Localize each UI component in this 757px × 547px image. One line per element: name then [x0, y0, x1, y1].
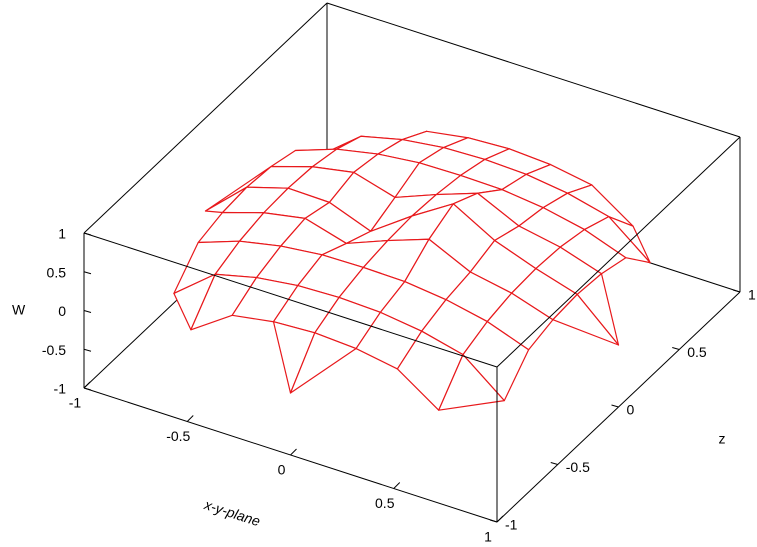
- z-tick-label: 1: [748, 287, 756, 303]
- surface-cell: [438, 354, 505, 411]
- y-tick-label: 0.5: [47, 264, 67, 280]
- box-edge: [83, 232, 498, 368]
- y-tick-label: -0.5: [42, 342, 66, 358]
- z-tick-label: -0.5: [566, 459, 590, 475]
- x-tick-label: 1: [484, 529, 492, 545]
- z-tick-label: 0: [627, 402, 635, 418]
- surface-cell: [289, 332, 357, 394]
- y-tick: [83, 232, 92, 236]
- y-tick-label: -1: [54, 381, 67, 397]
- z-tick: [611, 404, 619, 408]
- box-edge: [83, 2, 328, 234]
- y-tick-label: 1: [58, 226, 66, 242]
- y-tick-label: 0: [58, 303, 66, 319]
- box-edge: [496, 136, 741, 368]
- y-tick: [83, 310, 92, 313]
- z-tick-label: -1: [505, 517, 518, 533]
- y-tick: [83, 387, 92, 391]
- x-tick-label: -0.5: [166, 428, 190, 444]
- y-axis-label: W: [12, 302, 26, 318]
- surface-cell: [552, 293, 620, 346]
- box-edge: [326, 2, 741, 138]
- x-tick: [83, 381, 91, 389]
- z-tick: [489, 519, 498, 523]
- x-axis-label: x-y-plane: [202, 496, 263, 529]
- plot-box: -1 -0.5 0 0.5 1 -1 -0.5 0 0.5 1 -1 -0.5 0 0.5 1: [42, 136, 756, 545]
- x-tick: [393, 482, 401, 489]
- x-tick: [186, 415, 194, 422]
- z-tick: [732, 289, 741, 293]
- y-tick: [83, 271, 92, 275]
- x-tick: [496, 515, 504, 523]
- x-tick-label: 0: [278, 462, 286, 478]
- z-tick: [672, 347, 680, 350]
- y-tick: [83, 348, 92, 352]
- x-tick-label: -1: [69, 395, 82, 411]
- x-tick-label: 0.5: [375, 495, 395, 511]
- surface: [173, 130, 651, 411]
- x-tick: [290, 448, 297, 456]
- z-tick: [550, 462, 558, 465]
- z-axis-label: z: [719, 431, 726, 447]
- z-tick-label: 0.5: [687, 344, 707, 360]
